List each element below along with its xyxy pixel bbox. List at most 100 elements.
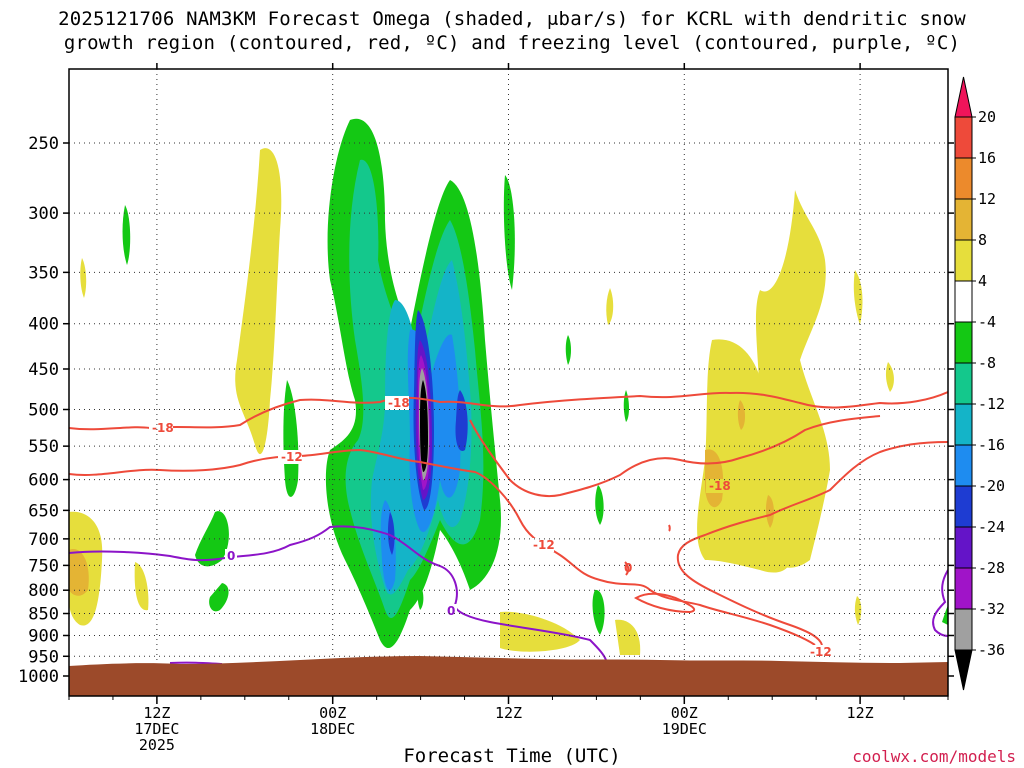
contour-label-dgz-4: -12 [533,538,555,552]
omega-shade-green-8 [623,390,629,422]
colorbar-swatch [954,362,973,405]
colorbar-label: 12 [978,190,996,208]
dgz-contour-middle [469,415,881,498]
colorbar: 20 16 12 8 4 -4 -8 -12 -16 -20 -24 -28 -32 -36 [954,76,1005,691]
omega-shade-green-11 [942,605,948,625]
y-axis: 2503003504004505005506006507007508008509… [18,134,954,687]
y-tick-label: 700 [28,530,59,550]
x-tick-label-line3: 2025 [139,736,175,754]
contour-label-dgz-1: -18 [152,421,174,435]
omega-shade-black-1 [420,380,428,472]
colorbar-label: -20 [978,477,1005,495]
y-tick-label: 250 [28,134,59,154]
colorbar-swatch [954,321,973,364]
x-tick-label-line1: 12Z [847,704,874,722]
colorbar-label: -28 [978,559,1005,577]
y-tick-label: 450 [28,360,59,380]
dgz-contour-upper [69,391,948,431]
colorbar-label: -8 [978,354,996,372]
omega-shade-yellow-12 [606,288,614,325]
dgz-contour-small-1 [624,561,630,576]
colorbar-label: 20 [978,108,996,126]
x-tick-label-line1: 00Z [671,704,698,722]
freezing-contour-3 [932,569,948,637]
contour-label-dgz-3: -18 [388,396,410,410]
colorbar-label: -16 [978,436,1005,454]
x-tick-label-line1: 12Z [143,704,170,722]
y-tick-label: 800 [28,581,59,601]
omega-shade-yellow-2 [80,258,87,298]
y-tick-label: 350 [28,263,59,283]
contour-label-dgz-5: -12 [810,645,832,659]
omega-shade-orange-3 [737,400,746,430]
omega-shade-green-10 [592,589,605,635]
colorbar-swatch [954,526,973,569]
colorbar-top-triangle [954,76,973,118]
y-tick-label: 550 [28,437,59,457]
omega-shade-yellow-10 [885,362,894,392]
colorbar-label: 8 [978,231,987,249]
x-tick-label-line2: 17DEC [134,720,179,738]
y-tick-label: 950 [28,647,59,667]
gridlines [69,69,948,696]
colorbar-swatch [954,198,973,241]
y-tick-label: 750 [28,556,59,576]
omega-shade-blue-3 [387,512,395,555]
colorbar-label: -36 [978,641,1005,659]
contour-label-dgz-7: 0 [624,561,632,575]
y-tick-label: 500 [28,401,59,421]
contour-label-freezing-2: 0 [447,604,455,618]
omega-shade-yellow-9 [853,270,863,325]
contour-labels: -18 -12 -18 -12 -12 -18 0 0 0 [149,396,833,659]
x-tick-label-line1: 00Z [319,704,346,722]
dgz-contour-small-2 [668,524,671,532]
y-tick-label: 1000 [18,667,59,687]
x-axis-title: Forecast Time (UTC) [403,745,621,767]
colorbar-label: 16 [978,149,996,167]
colorbar-bottom-triangle [954,649,973,691]
omega-shade-yellow-1 [235,148,282,455]
dgz-contour-lower [69,448,816,646]
colorbar-swatch [954,567,973,610]
omega-shade-green-6 [209,583,229,612]
x-tick-label-line2: 18DEC [310,720,355,738]
omega-shade-yellow-11 [854,596,862,625]
omega-shade-green-9 [595,485,604,525]
contour-label-dgz-6: -18 [709,479,731,493]
y-tick-label: 600 [28,471,59,491]
omega-shade-green-5 [195,511,229,567]
colorbar-label: -32 [978,600,1005,618]
y-tick-label: 300 [28,204,59,224]
contour-label-freezing-1: 0 [227,549,235,563]
plot-frame [68,68,949,697]
chart-title-line-2: growth region (contoured, red, ºC) and f… [63,32,961,54]
colorbar-label: -12 [978,395,1005,413]
omega-shade-yellow-6 [615,619,641,655]
omega-shade-green-12 [417,585,424,610]
colorbar-label: -24 [978,518,1005,536]
colorbar-swatch [954,403,973,446]
y-tick-label: 850 [28,605,59,625]
y-tick-label: 900 [28,626,59,646]
colorbar-swatch [954,157,973,200]
omega-shade-yellow-5 [500,611,580,652]
omega-shade-green-4 [283,380,299,497]
colorbar-label: -4 [978,313,996,331]
omega-shade-green-7 [565,335,571,365]
x-tick-label-line2: 19DEC [662,720,707,738]
colorbar-swatch [954,116,973,159]
credit-link[interactable]: coolwx.com/models [852,747,1016,766]
omega-shade-orange-1 [69,549,89,596]
freezing-contour-1 [69,525,607,661]
y-tick-label: 400 [28,315,59,335]
omega-shade-green-3 [503,175,515,290]
omega-shade-green-2 [122,205,131,265]
x-tick-label-line1: 12Z [495,704,522,722]
omega-shade-yellow-4 [134,562,149,611]
dgz-contour-loop [633,592,696,614]
y-tick-label: 650 [28,501,59,521]
colorbar-swatch [954,239,973,282]
dgz-contour-right [676,441,948,646]
